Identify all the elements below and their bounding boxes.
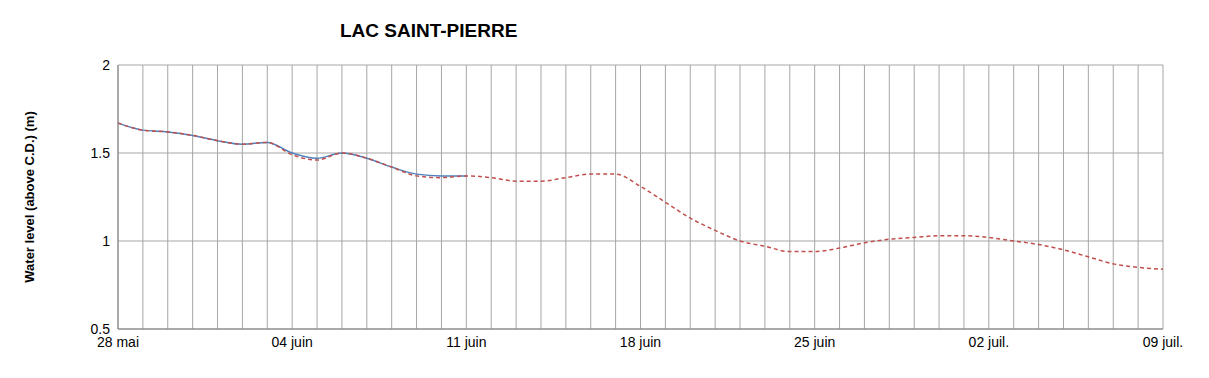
svg-text:02 juil.: 02 juil.	[969, 334, 1009, 350]
html-text:LAC SAINT-PIERRE: LAC SAINT-PIERRE	[340, 20, 518, 41]
svg-text:2: 2	[102, 57, 110, 73]
svg-text:1.5: 1.5	[91, 145, 111, 161]
svg-text:25 juin: 25 juin	[794, 334, 835, 350]
svg-text:Water level (above C.D.) (m): Water level (above C.D.) (m)	[22, 111, 37, 282]
svg-text:09 juil.: 09 juil.	[1143, 334, 1183, 350]
svg-text:11 juin: 11 juin	[446, 334, 486, 350]
svg-text:1: 1	[102, 233, 110, 249]
svg-text:04 juin: 04 juin	[272, 334, 313, 350]
svg-text:28 mai: 28 mai	[97, 333, 139, 350]
svg-text:0.5: 0.5	[91, 321, 111, 337]
svg-text:18 juin: 18 juin	[620, 334, 661, 350]
